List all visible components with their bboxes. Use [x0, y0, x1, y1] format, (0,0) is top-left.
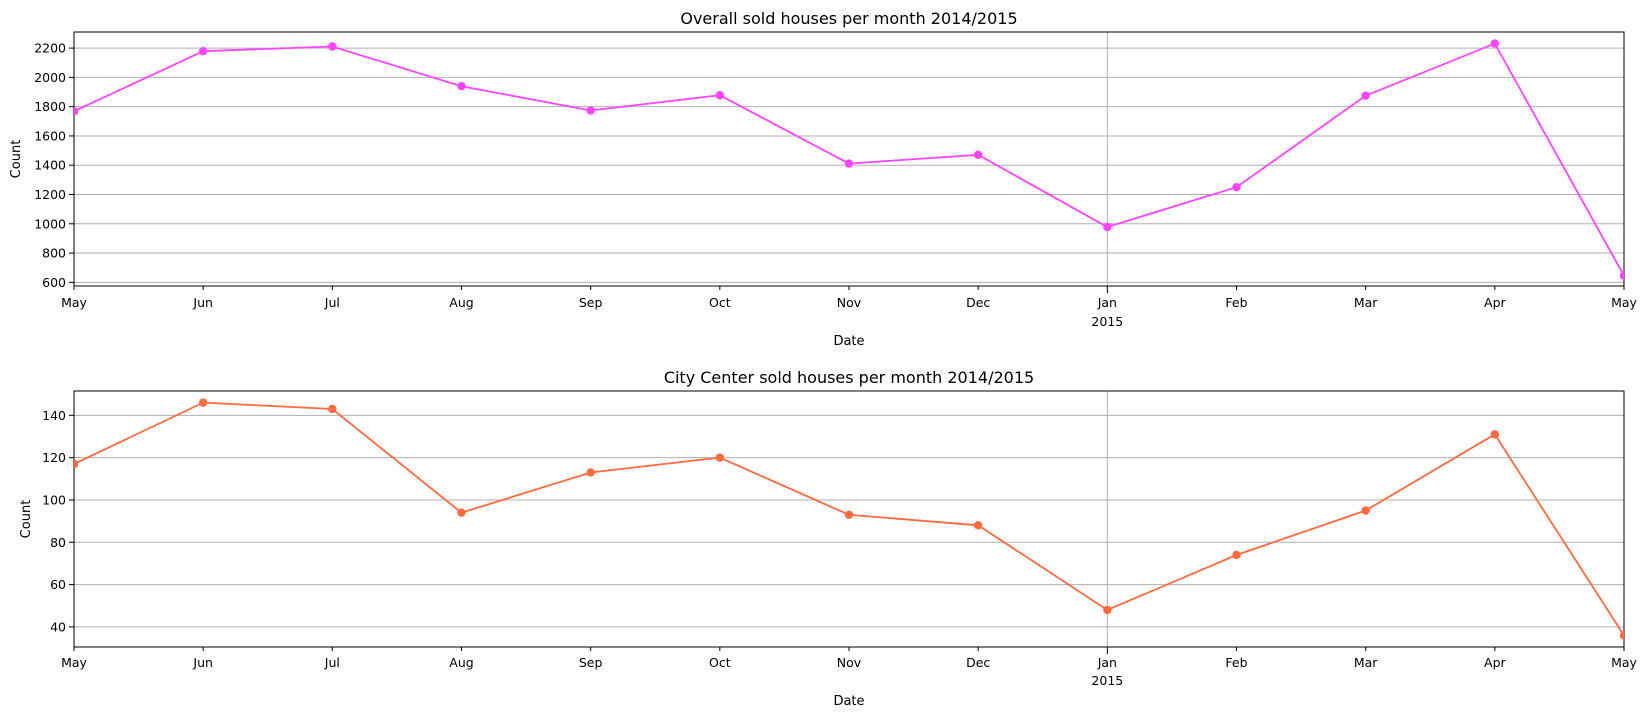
data-point	[1490, 430, 1500, 439]
x-axis-label: Date	[833, 694, 864, 709]
data-point	[457, 81, 466, 91]
y-tick-label: 60	[50, 577, 66, 592]
x-tick-label: Nov	[837, 295, 862, 310]
subplot-2: 40 60 80 100 120 140 May Jun Jul Aug Sep Oct Nov Dec J…	[19, 368, 1638, 709]
data-point	[328, 42, 337, 51]
data-point	[1619, 631, 1624, 640]
data-point	[715, 91, 725, 100]
y-axis-label: Count	[19, 500, 34, 539]
x-tick-label: Jun	[192, 655, 213, 670]
chart-title: City Center sold houses per month 2014/2…	[664, 368, 1034, 387]
x-tick-label: Feb	[1225, 295, 1247, 310]
y-tick-label: 2200	[34, 41, 66, 56]
y-tick-label: 140	[42, 408, 66, 423]
x-tick-label: May	[61, 655, 87, 670]
data-point	[328, 404, 337, 414]
x-axis-label: Date	[833, 334, 864, 349]
x-tick-label: Sep	[579, 295, 603, 310]
y-tick-label: 120	[42, 450, 66, 465]
data-point	[844, 510, 854, 519]
x-tick-label: Mar	[1354, 295, 1378, 310]
data-point	[715, 453, 725, 462]
data-point	[586, 468, 595, 477]
x-tick-label: Mar	[1354, 655, 1378, 670]
x-tick-label: Jul	[324, 295, 340, 310]
data-point	[74, 459, 79, 469]
data-point	[1619, 271, 1624, 280]
data-point	[1361, 506, 1370, 515]
chart-title: Overall sold houses per month 2014/2015	[680, 9, 1017, 28]
data-point	[1490, 39, 1500, 48]
y-tick-label: 600	[42, 275, 66, 290]
x-year-label: 2015	[1091, 314, 1123, 329]
x-tick-label: Aug	[449, 295, 473, 310]
data-point	[1232, 550, 1241, 560]
subplot-1: 600 800 1000 1200 1400 1600 1800 2000 2200 May Jun…	[9, 9, 1638, 349]
data-point	[198, 398, 208, 407]
x-tick-label: Oct	[709, 655, 731, 670]
x-tick-label: Feb	[1225, 655, 1247, 670]
plot-frame	[73, 31, 1625, 287]
y-tick-label: 800	[42, 246, 66, 261]
data-point	[1103, 222, 1112, 232]
y-tick-label: 1000	[34, 216, 66, 231]
y-tick-label: 80	[50, 535, 66, 550]
x-tick-label: May	[61, 295, 87, 310]
data-point	[457, 508, 466, 517]
x-tick-label: Aug	[449, 655, 473, 670]
x-tick-label: Jan	[1097, 655, 1117, 670]
series-line	[74, 401, 1624, 636]
x-tick-label: Apr	[1484, 655, 1506, 670]
y-tick-label: 1400	[34, 158, 66, 173]
data-point	[973, 521, 983, 530]
data-point	[74, 107, 79, 116]
x-tick-label: Jul	[324, 655, 340, 670]
data-point	[973, 150, 983, 160]
series-1	[74, 398, 1624, 640]
data-point	[1361, 91, 1370, 100]
data-point	[586, 106, 595, 115]
x-tick-label: Dec	[966, 295, 990, 310]
y-tick-label: 40	[50, 619, 66, 634]
x-tick-label: Dec	[966, 655, 990, 670]
x-tick-label: May	[1611, 295, 1637, 310]
x-tick-label: Jan	[1097, 295, 1117, 310]
x-tick-label: Nov	[837, 655, 862, 670]
x-tick-label: Jun	[192, 295, 213, 310]
data-point	[1103, 605, 1112, 615]
x-tick-label: Apr	[1484, 295, 1506, 310]
data-point	[1232, 182, 1241, 192]
y-axis-label: Count	[9, 140, 24, 179]
data-point	[844, 159, 854, 168]
x-tick-label: Oct	[709, 295, 731, 310]
y-tick-label: 2000	[34, 70, 66, 85]
y-tick-label: 1200	[34, 187, 66, 202]
y-tick-label: 1600	[34, 128, 66, 143]
x-year-label: 2015	[1091, 673, 1123, 688]
data-point	[198, 46, 208, 56]
plot-frame	[73, 390, 1625, 648]
y-tick-label: 100	[42, 492, 66, 507]
series-1	[74, 39, 1624, 280]
x-tick-label: May	[1611, 655, 1637, 670]
y-tick-label: 1800	[34, 99, 66, 114]
x-tick-label: Sep	[579, 655, 603, 670]
